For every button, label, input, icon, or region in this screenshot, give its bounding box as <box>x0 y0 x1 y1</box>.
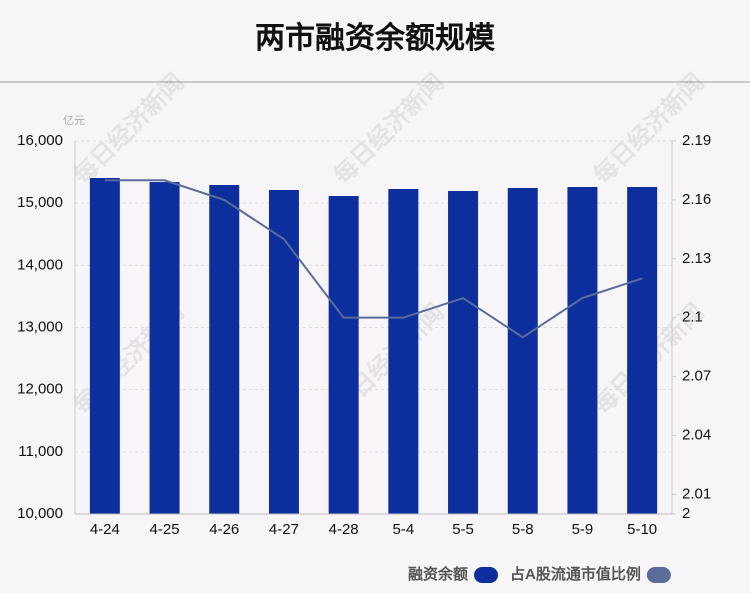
x-tick-label: 5-8 <box>512 521 534 538</box>
bar <box>448 190 479 514</box>
x-tick-label: 4-27 <box>269 521 299 538</box>
y2-tick-label: 2.07 <box>682 368 711 385</box>
y-tick-label: 11,000 <box>18 443 63 460</box>
x-tick-label: 4-24 <box>90 521 120 538</box>
bar <box>627 187 658 514</box>
y-tick-label: 10,000 <box>17 505 63 522</box>
y-tick-label: 14,000 <box>17 256 63 273</box>
bar <box>209 185 240 514</box>
y2-tick-label: 2.13 <box>682 250 711 267</box>
legend-swatch <box>474 567 499 583</box>
y2-tick-label: 2 <box>682 505 690 522</box>
bar <box>567 187 598 514</box>
bar <box>507 187 538 515</box>
line <box>104 179 643 339</box>
bar <box>328 196 359 514</box>
x-tick-label: 5-9 <box>572 521 594 538</box>
y2-tick-label: 2.04 <box>682 426 711 443</box>
y-tick-label: 12,000 <box>17 381 63 398</box>
y-unit: 亿元 <box>63 114 85 127</box>
bar <box>89 177 120 514</box>
y2-tick-label: 2.1 <box>682 309 703 326</box>
x-tick-label: 5-4 <box>393 521 415 538</box>
legend-swatch <box>646 567 671 583</box>
y2-tick-label: 2.19 <box>682 132 711 149</box>
y-tick-label: 16,000 <box>17 132 63 149</box>
x-tick-label: 4-28 <box>329 521 359 538</box>
y-tick-label: 15,000 <box>17 194 63 211</box>
x-tick-label: 4-25 <box>150 521 180 538</box>
x-tick-label: 5-10 <box>627 521 657 538</box>
y2-tick-label: 2.01 <box>682 485 711 502</box>
chart-title: 两市融资余额规模 <box>255 21 495 55</box>
x-tick-label: 4-26 <box>209 521 239 538</box>
y-tick-label: 13,000 <box>17 318 63 335</box>
y2-tick-label: 2.16 <box>682 191 711 208</box>
bar <box>388 188 419 514</box>
legend-label: 占A股流通市值比例 <box>510 565 641 583</box>
x-tick-label: 5-5 <box>452 521 474 538</box>
legend-label: 融资余额 <box>408 565 468 583</box>
bar <box>268 189 299 514</box>
bar <box>149 182 180 514</box>
